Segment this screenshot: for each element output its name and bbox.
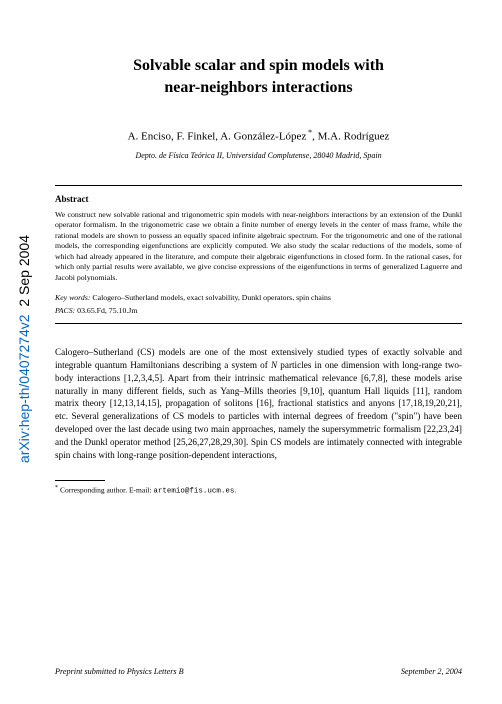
title-line-2: near-neighbors interactions bbox=[164, 79, 352, 96]
footer-right: September 2, 2004 bbox=[401, 667, 462, 676]
footnote: * Corresponding author. E-mail: artemio@… bbox=[55, 484, 462, 496]
footer-left: Preprint submitted to Physics Letters B bbox=[55, 667, 184, 676]
divider-bottom bbox=[55, 323, 462, 324]
affiliation: Depto. de Física Teórica II, Universidad… bbox=[55, 151, 462, 160]
arxiv-sidebar: arXiv:hep-th/0407274v2 2 Sep 2004 bbox=[16, 235, 36, 485]
pacs-label: PACS: bbox=[55, 306, 75, 315]
keywords-label: Key words: bbox=[55, 293, 90, 302]
abstract-body: We construct new solvable rational and t… bbox=[55, 210, 462, 284]
keywords: Key words: Calogero–Sutherland models, e… bbox=[55, 293, 462, 304]
authors: A. Enciso, F. Finkel, A. González-López … bbox=[55, 128, 462, 143]
arxiv-id[interactable]: arXiv:hep-th/0407274v2 bbox=[16, 314, 32, 463]
footnote-suffix: . bbox=[234, 485, 236, 494]
pacs: PACS: 03.65.Fd, 75.10.Jm bbox=[55, 306, 462, 315]
keywords-value: Calogero–Sutherland models, exact solvab… bbox=[92, 293, 331, 302]
footnote-separator bbox=[55, 480, 105, 481]
footnote-marker: * bbox=[55, 484, 58, 491]
footnote-email[interactable]: artemio@fis.ucm.es bbox=[153, 487, 234, 495]
body-paragraph: Calogero–Sutherland (CS) models are one … bbox=[55, 346, 462, 462]
abstract-heading: Abstract bbox=[55, 194, 462, 204]
arxiv-date: 2 Sep 2004 bbox=[16, 235, 32, 307]
title-line-1: Solvable scalar and spin models with bbox=[133, 57, 384, 74]
page-content: Solvable scalar and spin models with nea… bbox=[55, 55, 462, 495]
paper-title: Solvable scalar and spin models with nea… bbox=[55, 55, 462, 98]
page-footer: Preprint submitted to Physics Letters B … bbox=[55, 667, 462, 676]
pacs-value: 03.65.Fd, 75.10.Jm bbox=[77, 306, 137, 315]
abstract-section: Abstract We construct new solvable ratio… bbox=[55, 194, 462, 315]
divider-top bbox=[55, 185, 462, 186]
footnote-text: Corresponding author. E-mail: bbox=[60, 485, 151, 494]
